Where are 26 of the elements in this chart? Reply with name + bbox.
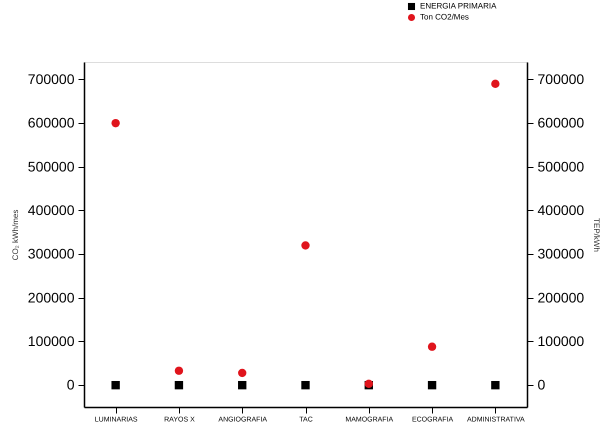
- point: [301, 241, 310, 250]
- y2-tick-label: 200000: [538, 289, 584, 306]
- y-tick-label: 0: [66, 376, 75, 393]
- point: [238, 368, 246, 378]
- y-tick-label: 600000: [28, 114, 75, 131]
- y-tick-label: 400000: [28, 202, 75, 218]
- y2-tick-label: 600000: [538, 114, 584, 131]
- y2-tick-label: 400000: [538, 202, 584, 218]
- y-tick-label: 100000: [28, 332, 75, 349]
- y-tick-label: 500000: [28, 158, 75, 174]
- y2-axis-title: TEP/kWh: [592, 218, 602, 252]
- y2-tick-label: 300000: [538, 246, 584, 262]
- y-tick-label: 300000: [28, 246, 75, 262]
- legend-label: ENERGIA PRIMARIA: [420, 2, 498, 10]
- y-tick-label: 200000: [28, 289, 75, 306]
- point: [111, 118, 120, 128]
- y2-tick-label: 700000: [538, 70, 584, 87]
- y-tick-label: 700000: [28, 70, 75, 87]
- point: [428, 342, 436, 351]
- y2-tick-label: 100000: [538, 332, 584, 349]
- y2-tick-label: 0: [538, 376, 546, 393]
- point: [491, 80, 500, 88]
- y2-tick-label: 500000: [538, 158, 584, 174]
- y-axis-title: CO₂ kWh/mes: [10, 210, 20, 260]
- point: [174, 366, 184, 375]
- legend-label: Ton CO2/Mes: [420, 12, 469, 22]
